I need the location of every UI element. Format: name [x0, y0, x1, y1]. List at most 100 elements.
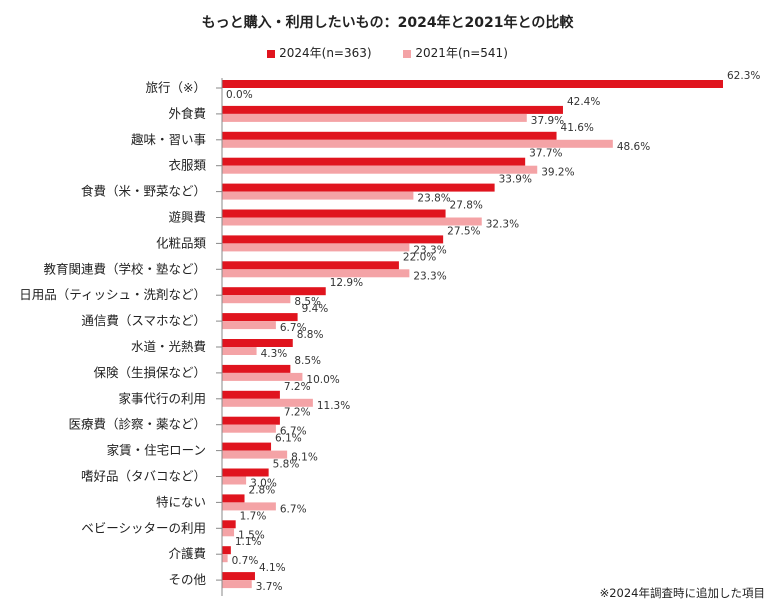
category-label: 介護費 — [168, 546, 206, 561]
category-label: 食費（米・野菜など） — [81, 184, 206, 199]
bar-2021 — [222, 502, 276, 511]
data-label-2024: 27.8% — [450, 200, 483, 212]
bar-2024 — [222, 339, 293, 347]
data-label-2024: 7.2% — [284, 407, 311, 419]
data-label-2021: 39.2% — [541, 167, 574, 179]
bar-2024 — [222, 572, 255, 581]
bar-2021 — [222, 528, 235, 537]
category-label: 趣味・習い事 — [131, 132, 206, 147]
category-label: 水道・光熱費 — [131, 339, 206, 354]
bar-2024 — [222, 209, 446, 218]
data-label-2021: 23.8% — [417, 193, 450, 205]
data-label-2024: 42.4% — [567, 96, 600, 108]
bar-2021 — [222, 269, 410, 278]
category-label: その他 — [168, 572, 206, 587]
bar-2024 — [222, 183, 495, 192]
data-label-2021: 8.5% — [294, 296, 321, 308]
bar-2021 — [222, 165, 538, 174]
bar-2024 — [222, 494, 245, 503]
bar-2021 — [222, 372, 303, 381]
bar-2021 — [222, 321, 276, 330]
data-label-2024: 22.0% — [403, 251, 436, 263]
data-label-2024: 1.1% — [235, 536, 262, 548]
footnote: ※2024年調査時に追加した項目 — [599, 586, 765, 600]
bar-2024 — [222, 546, 231, 555]
category-label: 教育関連費（学校・塾など） — [43, 261, 206, 276]
bar-2024 — [222, 313, 298, 322]
data-label-2024: 9.4% — [302, 303, 329, 315]
bar-2024 — [222, 80, 723, 88]
data-label-2021: 6.7% — [280, 426, 307, 438]
legend-item-2024: 2024年(n=363) — [267, 44, 372, 61]
bar-2021 — [222, 139, 613, 148]
bar-2021 — [222, 113, 527, 122]
data-label-2021: 37.9% — [531, 115, 564, 127]
bar-2024 — [222, 390, 280, 399]
legend-label-2024: 2024年(n=363) — [279, 46, 372, 60]
bar-2021 — [222, 450, 288, 459]
data-label-2024: 41.6% — [561, 122, 594, 134]
category-label: 嗜好品（タバコなど） — [81, 469, 206, 484]
bar-2021 — [222, 476, 247, 485]
bar-2024 — [222, 235, 444, 244]
data-label-2024: 1.7% — [240, 510, 267, 522]
bar-2021 — [222, 295, 291, 304]
bar-2021 — [222, 398, 313, 407]
category-label: 外食費 — [168, 106, 206, 121]
data-label-2021: 23.3% — [413, 270, 446, 282]
data-label-2021: 0.7% — [232, 555, 259, 567]
bar-2024 — [222, 468, 269, 477]
bar-2021 — [222, 243, 410, 252]
bar-2024 — [222, 364, 291, 373]
data-label-2021: 4.3% — [261, 348, 288, 360]
data-label-2021: 6.7% — [280, 322, 307, 334]
legend-item-2021: 2021年(n=541) — [403, 44, 508, 61]
data-label-2021: 8.1% — [291, 452, 318, 464]
category-label: 衣服類 — [168, 158, 206, 173]
data-label-2021: 3.7% — [256, 581, 283, 593]
category-label: 特にない — [156, 494, 206, 509]
bar-2024 — [222, 287, 326, 296]
data-label-2021: 32.3% — [486, 219, 519, 231]
category-label: ベビーシッターの利用 — [81, 520, 206, 535]
data-label-2024: 6.1% — [275, 433, 302, 445]
legend-swatch-2021 — [403, 49, 412, 58]
bar-2024 — [222, 442, 272, 451]
data-label-2024: 37.7% — [529, 148, 562, 160]
bar-2024 — [222, 105, 563, 114]
bar-2021 — [222, 217, 482, 226]
data-label-2021: 10.0% — [306, 374, 339, 386]
data-label-2024: 7.2% — [284, 381, 311, 393]
legend: 2024年(n=363) 2021年(n=541) — [0, 44, 775, 61]
bar-2024 — [222, 416, 280, 425]
category-label: 通信費（スマホなど） — [81, 313, 206, 328]
data-label-2024: 5.8% — [273, 459, 300, 471]
data-label-2024: 62.3% — [727, 70, 760, 82]
data-label-2021: 23.3% — [413, 244, 446, 256]
category-label: 化粧品類 — [156, 235, 207, 250]
legend-swatch-2024 — [267, 49, 276, 58]
data-label-2021: 3.0% — [250, 478, 277, 490]
category-label: 遊興費 — [168, 210, 206, 225]
data-label-2024: 8.8% — [297, 329, 324, 341]
legend-label-2021: 2021年(n=541) — [415, 46, 508, 60]
bar-2021 — [222, 580, 252, 589]
bar-2024 — [222, 157, 526, 166]
bar-2021 — [222, 554, 228, 563]
bar-2021 — [222, 191, 414, 200]
data-label-2021: 0.0% — [226, 89, 253, 101]
data-label-2024: 8.5% — [294, 355, 321, 367]
bar-2021 — [222, 424, 276, 433]
category-label: 旅行（※） — [146, 80, 206, 95]
data-label-2024: 2.8% — [249, 484, 276, 496]
chart-title: もっと購入・利用したいもの：2024年と2021年との比較 — [201, 15, 574, 31]
data-label-2021: 6.7% — [280, 503, 307, 515]
data-label-2024: 33.9% — [499, 174, 532, 186]
bar-2021 — [222, 347, 257, 355]
category-label: 家賃・住宅ローン — [107, 443, 206, 458]
bar-2024 — [222, 520, 236, 529]
category-label: 保険（生損保など） — [93, 365, 206, 380]
bar-2024 — [222, 131, 557, 140]
data-label-2024: 27.5% — [447, 225, 480, 237]
